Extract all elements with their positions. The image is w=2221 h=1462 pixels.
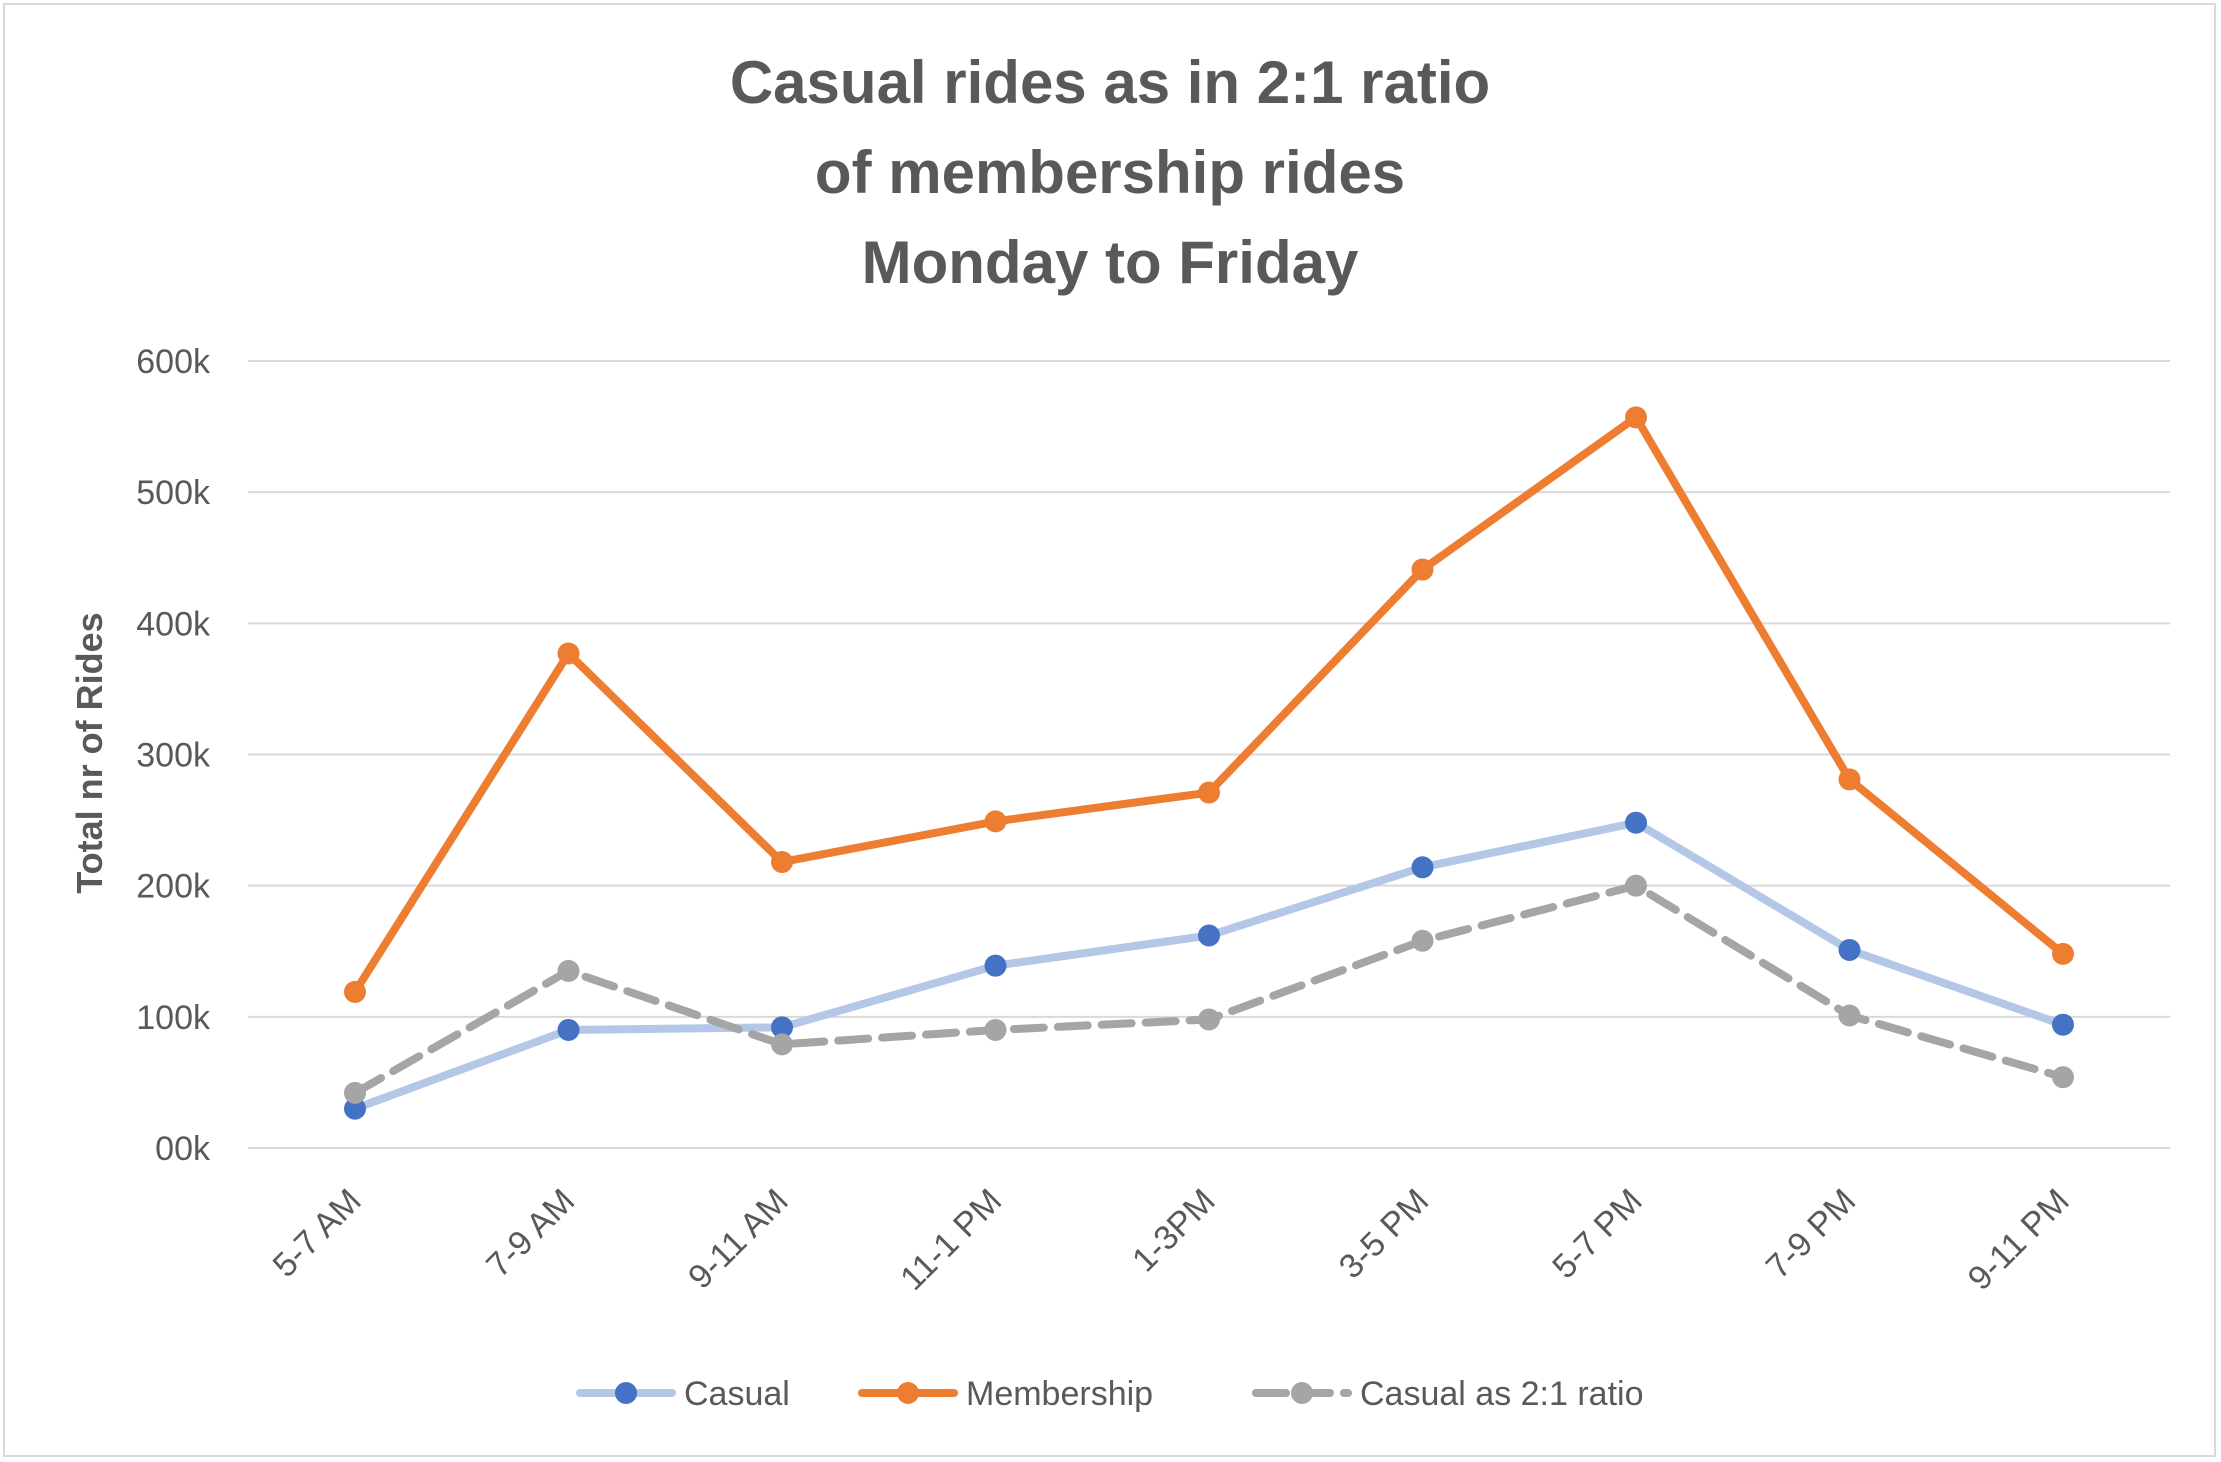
data-point [771,1016,793,1039]
data-point [771,1033,793,1056]
legend-label: Casual [684,1375,790,1413]
data-point [557,1018,580,1041]
x-tick-label: 5-7 PM [1545,1182,1649,1286]
y-tick-label: 100k [136,999,211,1037]
legend-item: Casual [576,1375,790,1413]
data-point [984,1018,1007,1041]
data-point [1198,781,1220,804]
legend-item: Membership [858,1375,1153,1413]
legend: Casual Membership Casual as 2:1 ratio [576,1375,1644,1413]
y-axis-ticks: 00k 100k 200k 300k 400k 500k 600k [136,343,211,1168]
data-point [1838,768,1861,791]
y-tick-label: 400k [136,605,211,643]
data-point [1838,1004,1861,1027]
data-point [1411,929,1434,952]
series [344,406,2074,1120]
y-tick-label: 300k [136,737,211,775]
data-point [1411,558,1434,581]
series-line [351,818,2067,1113]
y-tick-label: 500k [136,474,211,512]
data-point [344,1097,366,1120]
x-tick-label: 9-11 PM [1961,1182,2077,1298]
series-casual-as-2-1-ratio [344,874,2074,1104]
data-point [984,810,1007,833]
data-point [557,642,580,665]
x-axis-ticks: 5-7 AM 7-9 AM 9-11 AM 11-1 PM 1-3PM 3-5 PM 5-7… [266,1182,2077,1298]
legend-label: Casual as 2:1 ratio [1360,1375,1644,1413]
chart-frame [3,3,2216,1457]
series-membership [344,406,2074,1003]
x-tick-label: 11-1 PM [893,1182,1009,1298]
x-tick-label: 3-5 PM [1332,1182,1436,1286]
chart-title-line-3: Monday to Friday [862,229,1359,296]
data-point [2052,942,2074,965]
data-point [1838,938,1861,961]
data-point [344,980,366,1003]
data-point [344,1081,366,1104]
series-line [351,881,2067,1097]
data-point [557,959,580,982]
x-tick-label: 5-7 AM [266,1182,369,1285]
series-casual [344,811,2074,1120]
data-point [1411,856,1434,879]
legend-marker [897,1382,919,1404]
data-point [771,851,793,874]
series-line [351,413,2067,996]
data-point [1625,874,1647,897]
legend-item: Casual as 2:1 ratio [1252,1375,1644,1413]
legend-marker [615,1382,637,1404]
data-point [1625,811,1647,834]
y-tick-label: 600k [136,343,211,381]
x-tick-label: 1-3PM [1125,1182,1223,1280]
data-point [984,954,1007,977]
x-tick-label: 9-11 AM [681,1182,796,1297]
y-axis-title: Total nr of Rides [69,612,110,893]
y-tick-label: 200k [136,868,211,906]
x-tick-label: 7-9 PM [1759,1182,1863,1286]
chart-title-line-1: Casual rides as in 2:1 ratio [730,49,1490,116]
x-tick-label: 7-9 AM [479,1182,582,1285]
data-point [1198,1008,1220,1031]
chart-title: Casual rides as in 2:1 ratio of membersh… [730,49,1490,296]
data-point [2052,1013,2074,1036]
chart-title-line-2: of membership rides [815,139,1405,206]
legend-marker [1291,1382,1313,1404]
data-point [1198,924,1220,947]
data-point [1625,406,1647,429]
legend-label: Membership [966,1375,1153,1413]
y-tick-label: 00k [155,1130,211,1168]
data-point [2052,1066,2074,1089]
